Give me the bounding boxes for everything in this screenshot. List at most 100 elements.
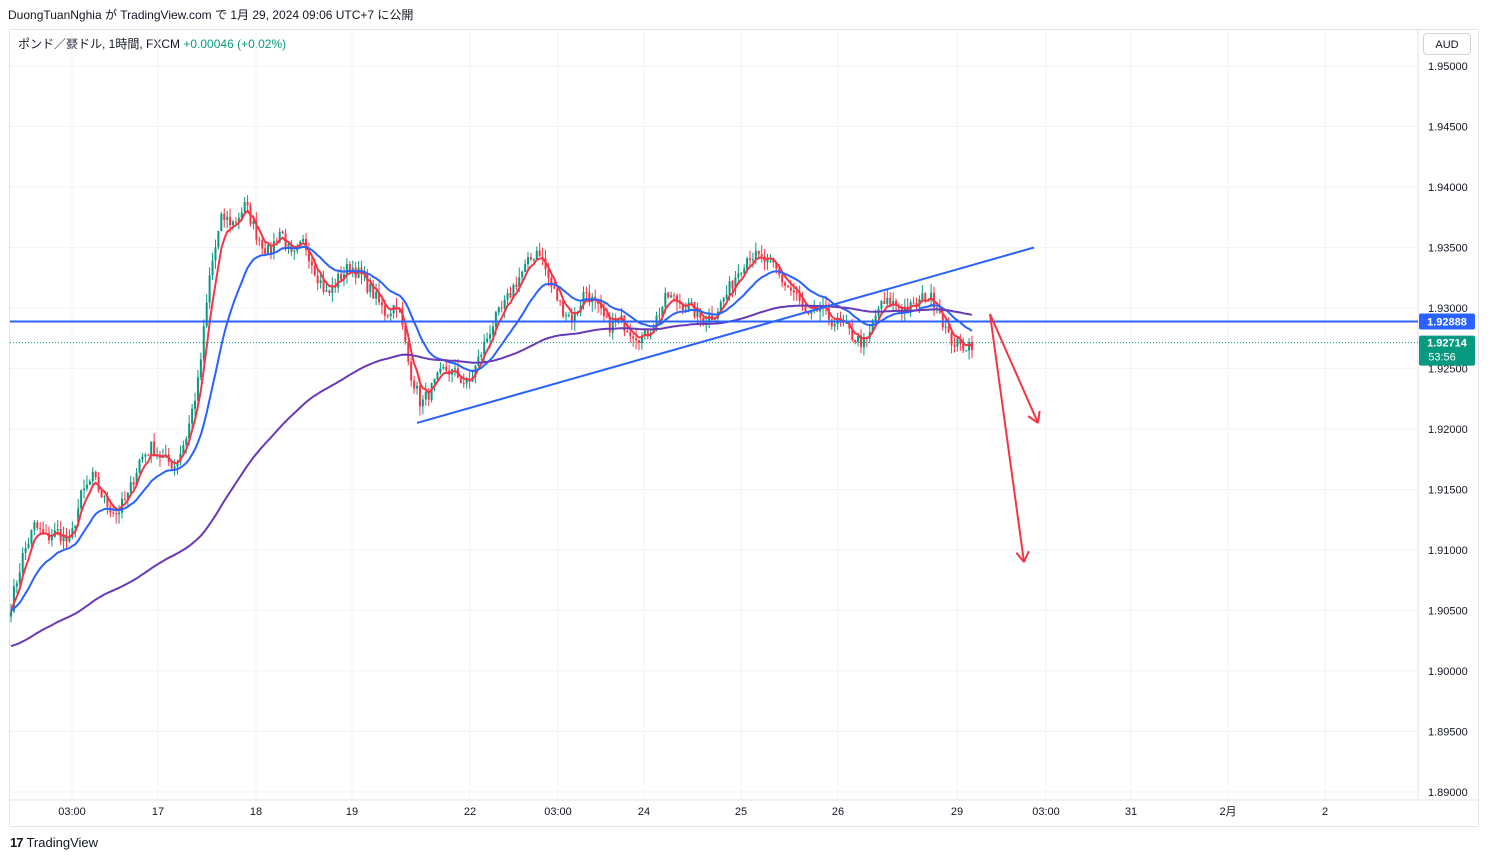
candle-body <box>135 472 138 485</box>
candle-body <box>205 302 208 327</box>
candle-body <box>675 295 678 303</box>
candle-body <box>141 456 144 460</box>
candle-body <box>489 334 492 339</box>
candle-body <box>801 300 804 308</box>
candle-body <box>36 522 39 529</box>
candle-body <box>220 213 223 232</box>
x-tick-label: 19 <box>346 806 358 818</box>
candle-body <box>103 496 106 498</box>
candle-body <box>521 271 524 278</box>
candle-body <box>827 307 830 320</box>
candle-body <box>24 548 27 553</box>
candle-body <box>272 241 275 254</box>
candle-body <box>185 438 188 446</box>
candle-body <box>138 459 141 473</box>
candle-body <box>85 484 88 489</box>
candle-body <box>532 259 535 261</box>
x-tick-label: 03:00 <box>544 806 572 818</box>
candle-body <box>307 249 310 262</box>
projection-arrow-long[interactable] <box>989 313 1025 563</box>
candle-body <box>880 300 883 309</box>
candle-body <box>935 307 938 309</box>
y-tick-label: 1.92500 <box>1428 364 1468 376</box>
candle-body <box>322 280 325 292</box>
candle-body <box>214 247 217 261</box>
y-tick-label: 1.94500 <box>1428 122 1468 134</box>
candle-body <box>760 254 763 257</box>
candle-body <box>962 343 965 351</box>
candle-body <box>871 322 874 333</box>
symbol-name: ポンド／豪ドル, 1時間, FXCM <box>18 37 181 51</box>
candle-body <box>68 537 71 542</box>
candle-body <box>97 476 100 491</box>
candle-body <box>144 454 147 457</box>
candle-body <box>629 332 632 337</box>
candle-body <box>684 309 687 311</box>
candle-body <box>959 338 962 344</box>
candle-body <box>486 338 489 342</box>
candle-body <box>196 377 199 401</box>
candle-body <box>83 488 86 491</box>
candle-body <box>477 356 480 366</box>
candle-body <box>234 221 237 223</box>
candle-body <box>921 293 924 300</box>
candle-body <box>497 307 500 313</box>
candle-body <box>605 316 608 318</box>
tradingview-logo[interactable]: 17 TradingView <box>10 835 98 850</box>
candle-body <box>383 305 386 316</box>
candle-body <box>535 250 538 260</box>
tradingview-logo-text: TradingView <box>26 835 99 850</box>
candle-body <box>293 250 296 252</box>
candle-body <box>860 335 863 348</box>
ascending-trendline[interactable] <box>416 246 1035 424</box>
candle-body <box>632 336 635 339</box>
candle-body <box>708 315 711 323</box>
x-tick-label: 2 <box>1322 806 1328 818</box>
candle-body <box>191 408 194 424</box>
candle-body <box>372 283 375 299</box>
horizontal-level-label: 1.92888 <box>1427 317 1467 329</box>
candle-body <box>170 461 173 469</box>
candle-body <box>240 212 243 218</box>
candle-body <box>728 281 731 295</box>
candle-body <box>965 350 968 352</box>
candle-body <box>819 308 822 312</box>
candle-body <box>667 292 670 298</box>
candle-body <box>258 239 261 241</box>
candle-body <box>278 231 281 243</box>
candle-body <box>465 379 468 384</box>
candle-body <box>564 315 567 317</box>
candle-body <box>62 535 65 542</box>
symbol-legend[interactable]: ポンド／豪ドル, 1時間, FXCM +0.00046 (+0.02%) <box>18 35 286 52</box>
candle-body <box>287 243 290 248</box>
last-price-label-bg <box>1419 335 1475 366</box>
candle-body <box>404 325 407 342</box>
candle-body <box>786 285 789 288</box>
candle-body <box>833 324 836 327</box>
candle-body <box>670 295 673 298</box>
candle-body <box>734 277 737 289</box>
candle-body <box>231 221 234 226</box>
projection-arrow-short[interactable] <box>989 313 1039 424</box>
candle-body <box>547 269 550 278</box>
projection-arrow-long-head <box>1015 552 1025 563</box>
candle-body <box>912 302 915 304</box>
candle-body <box>126 492 129 500</box>
candle-body <box>345 264 348 275</box>
x-tick-label: 03:00 <box>58 806 86 818</box>
candle-body <box>553 286 556 289</box>
candle-body <box>115 513 118 515</box>
candle-body <box>123 498 126 500</box>
currency-button[interactable]: AUD <box>1423 33 1471 55</box>
candle-body <box>380 302 383 306</box>
candle-body <box>223 213 226 220</box>
candle-body <box>646 330 649 337</box>
candle-body <box>810 311 813 315</box>
candle-body <box>100 490 103 498</box>
candle-body <box>722 298 725 302</box>
candle-body <box>781 274 784 283</box>
candle-body <box>611 320 614 333</box>
candle-body <box>953 345 956 347</box>
candle-body <box>550 277 553 287</box>
